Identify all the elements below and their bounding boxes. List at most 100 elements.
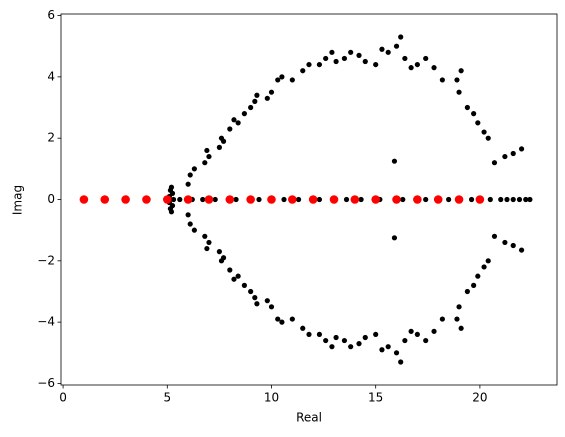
point bbox=[379, 347, 385, 353]
point bbox=[241, 282, 247, 288]
point bbox=[348, 49, 354, 55]
point bbox=[308, 195, 318, 204]
point bbox=[185, 212, 191, 218]
point bbox=[464, 104, 470, 111]
point bbox=[264, 95, 270, 101]
point bbox=[248, 288, 254, 295]
point bbox=[248, 104, 254, 111]
point bbox=[402, 55, 408, 62]
point bbox=[252, 295, 258, 301]
point bbox=[216, 249, 222, 255]
point bbox=[200, 196, 206, 203]
point bbox=[220, 138, 227, 144]
point bbox=[316, 196, 323, 203]
point bbox=[206, 239, 212, 246]
point bbox=[439, 316, 445, 322]
point bbox=[316, 331, 323, 338]
y-tick-label: 2 bbox=[47, 131, 55, 145]
point bbox=[254, 92, 260, 98]
point bbox=[475, 273, 481, 279]
point bbox=[475, 195, 485, 204]
point bbox=[323, 337, 329, 344]
point bbox=[183, 195, 193, 204]
point bbox=[498, 196, 504, 203]
point bbox=[281, 196, 287, 203]
point bbox=[323, 55, 329, 62]
point bbox=[142, 195, 151, 204]
point bbox=[464, 288, 470, 295]
point bbox=[456, 304, 462, 310]
point bbox=[329, 344, 335, 350]
point bbox=[177, 196, 183, 203]
point bbox=[225, 195, 235, 204]
point bbox=[289, 77, 295, 83]
y-tick-label: 4 bbox=[47, 69, 55, 83]
point bbox=[356, 52, 362, 58]
point bbox=[362, 334, 368, 341]
point bbox=[268, 89, 275, 95]
point bbox=[162, 195, 172, 204]
point bbox=[393, 350, 400, 356]
point bbox=[333, 334, 339, 341]
point bbox=[264, 298, 270, 304]
point bbox=[485, 135, 491, 141]
point bbox=[502, 153, 508, 160]
point bbox=[362, 58, 368, 65]
point bbox=[275, 77, 281, 83]
point bbox=[204, 195, 214, 204]
point bbox=[481, 264, 487, 270]
point bbox=[471, 282, 477, 288]
point bbox=[491, 160, 498, 166]
point bbox=[454, 77, 460, 83]
point bbox=[212, 196, 218, 203]
point bbox=[423, 337, 429, 344]
point bbox=[170, 196, 177, 203]
point bbox=[516, 196, 523, 203]
point bbox=[423, 55, 429, 62]
y-tick-label: 6 bbox=[47, 8, 55, 22]
point bbox=[446, 196, 452, 203]
point bbox=[402, 337, 408, 344]
point bbox=[392, 195, 401, 204]
point bbox=[385, 49, 391, 55]
point bbox=[373, 61, 379, 68]
point bbox=[433, 195, 443, 204]
point bbox=[454, 316, 460, 322]
point bbox=[475, 120, 481, 126]
point bbox=[329, 49, 335, 55]
point bbox=[191, 227, 197, 233]
point bbox=[202, 160, 208, 166]
x-tick-label: 0 bbox=[59, 391, 67, 405]
point bbox=[431, 328, 437, 334]
point bbox=[348, 344, 354, 350]
point bbox=[391, 158, 398, 164]
point bbox=[350, 195, 360, 204]
point bbox=[275, 316, 281, 322]
point bbox=[398, 359, 404, 365]
point bbox=[458, 68, 464, 74]
point bbox=[235, 273, 241, 279]
point bbox=[227, 267, 233, 273]
point bbox=[456, 89, 462, 95]
point bbox=[279, 319, 285, 325]
point bbox=[329, 195, 339, 204]
point bbox=[373, 331, 379, 338]
point bbox=[343, 196, 350, 203]
point bbox=[439, 77, 445, 83]
y-tick-label: −4 bbox=[37, 315, 55, 329]
point bbox=[341, 337, 348, 344]
point bbox=[216, 144, 222, 150]
point bbox=[527, 196, 533, 203]
point bbox=[241, 111, 247, 117]
point bbox=[358, 196, 364, 203]
point bbox=[300, 68, 306, 74]
point bbox=[487, 196, 493, 203]
point bbox=[400, 196, 406, 203]
point bbox=[206, 153, 212, 160]
point bbox=[235, 120, 241, 126]
point bbox=[300, 325, 306, 331]
point bbox=[295, 196, 302, 203]
point bbox=[100, 195, 110, 204]
point bbox=[510, 242, 516, 249]
